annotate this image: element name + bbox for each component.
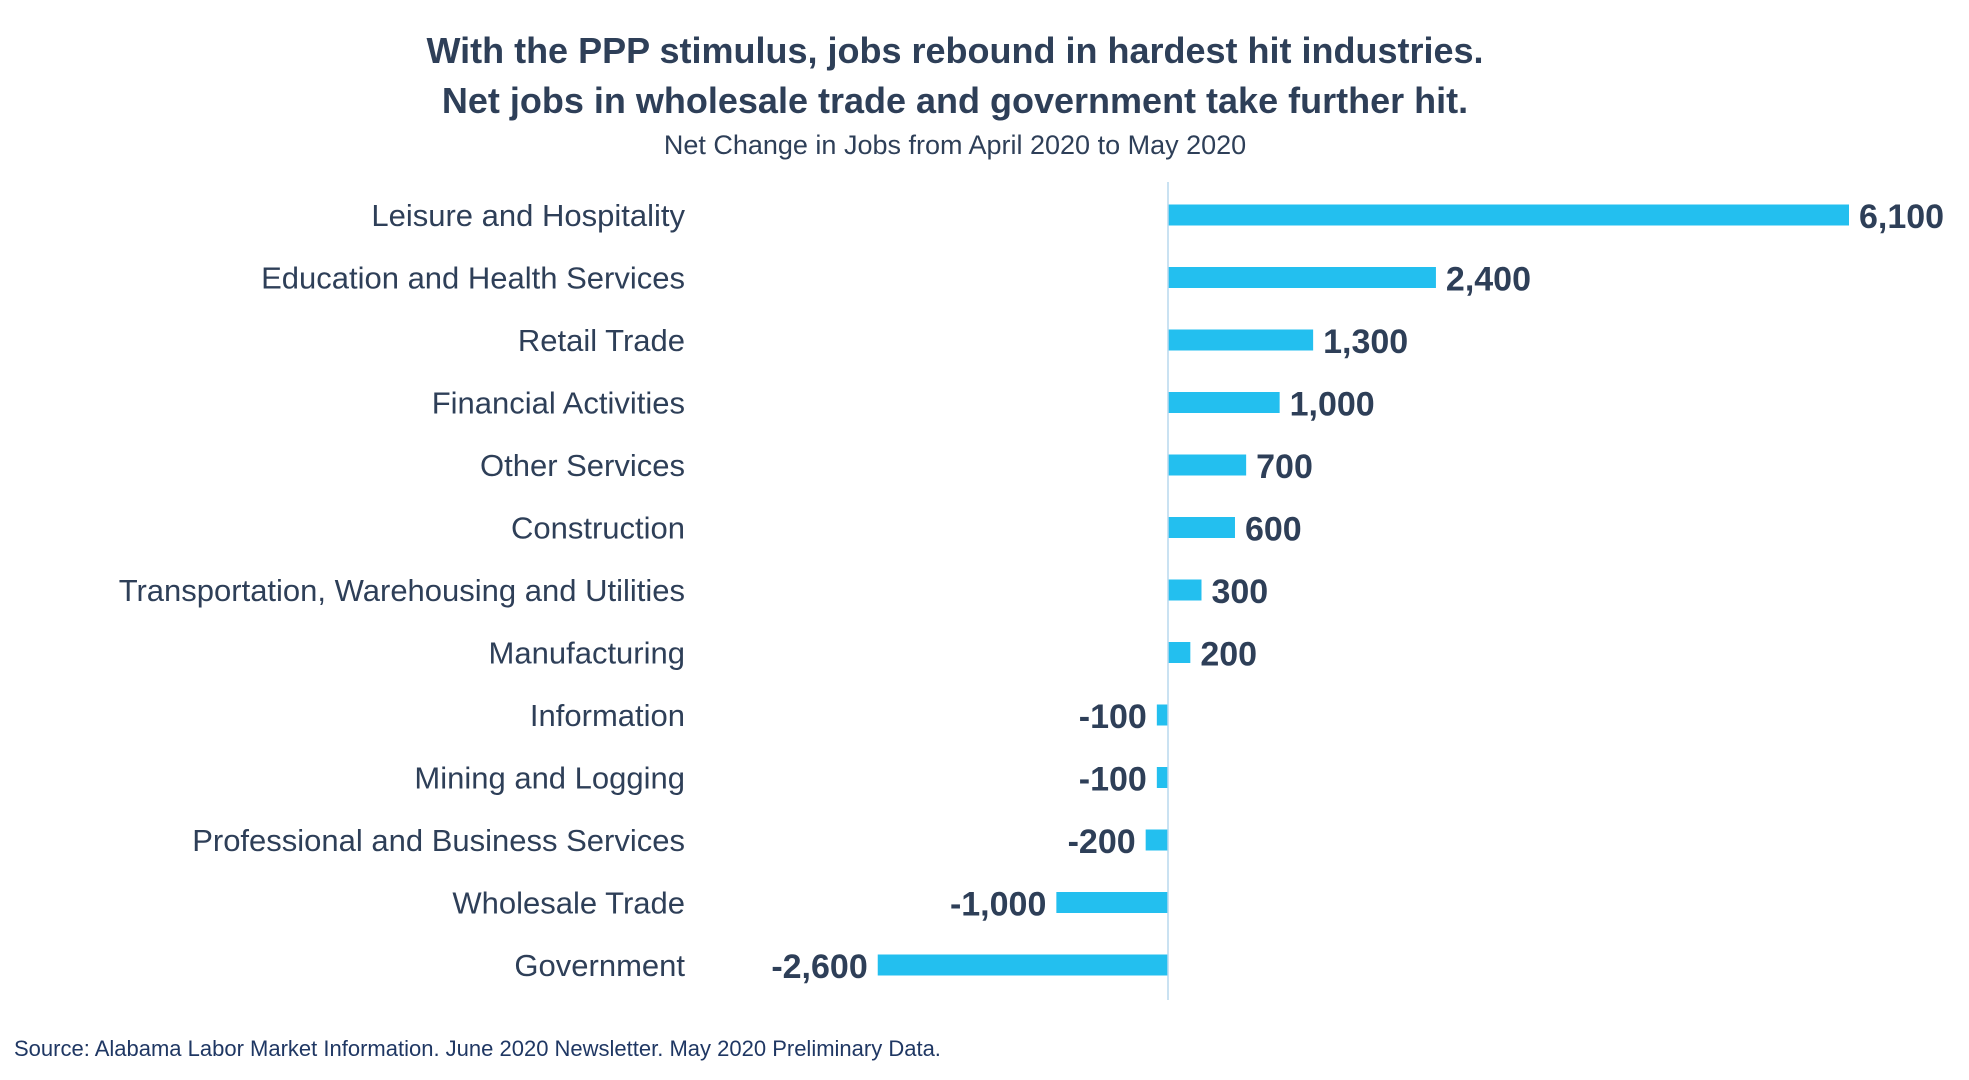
- value-label-retail-trade: 1,300: [1323, 323, 1408, 361]
- category-label-professional-and-business-services: Professional and Business Services: [192, 823, 685, 858]
- value-label-manufacturing: 200: [1200, 636, 1257, 674]
- chart-title-line-1: With the PPP stimulus, jobs rebound in h…: [426, 30, 1484, 71]
- bar-retail-trade: [1168, 329, 1314, 351]
- category-label-information: Information: [530, 698, 685, 733]
- bar-professional-and-business-services: [1145, 829, 1168, 851]
- category-label-retail-trade: Retail Trade: [518, 323, 685, 358]
- bar-transportation-warehousing-and-utilities: [1168, 579, 1202, 601]
- bar-construction: [1168, 517, 1235, 538]
- bar-financial-activities: [1168, 392, 1280, 413]
- value-label-other-services: 700: [1256, 448, 1313, 486]
- category-label-financial-activities: Financial Activities: [432, 386, 685, 421]
- value-label-transportation-warehousing-and-utilities: 300: [1211, 573, 1268, 611]
- chart-title-line-2: Net jobs in wholesale trade and governme…: [441, 80, 1469, 121]
- bars-layer: Leisure and Hospitality 6,100 Education an…: [119, 198, 1944, 986]
- category-label-transportation-warehousing-and-utilities: Transportation, Warehousing and Utilitie…: [119, 573, 685, 608]
- category-label-government: Government: [514, 948, 685, 983]
- bar-manufacturing: [1168, 642, 1191, 663]
- value-label-professional-and-business-services: -200: [1068, 823, 1136, 861]
- bar-education-and-health-services: [1168, 267, 1436, 288]
- category-label-education-and-health-services: Education and Health Services: [261, 261, 685, 296]
- value-label-construction: 600: [1245, 511, 1302, 549]
- bar-other-services: [1168, 454, 1247, 476]
- category-label-manufacturing: Manufacturing: [489, 636, 685, 671]
- source-note: Source: Alabama Labor Market Information…: [14, 1036, 941, 1061]
- bar-wholesale-trade: [1056, 892, 1168, 913]
- chart-subtitle: Net Change in Jobs from April 2020 to Ma…: [663, 130, 1247, 160]
- value-label-information: -100: [1079, 698, 1147, 736]
- value-label-leisure-and-hospitality: 6,100: [1859, 198, 1944, 236]
- category-label-construction: Construction: [511, 511, 685, 546]
- bar-mining-and-logging: [1156, 767, 1168, 788]
- bar-information: [1156, 704, 1168, 726]
- value-label-education-and-health-services: 2,400: [1446, 261, 1531, 299]
- value-label-mining-and-logging: -100: [1079, 761, 1147, 799]
- value-label-wholesale-trade: -1,000: [950, 886, 1046, 924]
- category-label-other-services: Other Services: [480, 448, 685, 483]
- category-label-wholesale-trade: Wholesale Trade: [452, 886, 685, 921]
- category-label-mining-and-logging: Mining and Logging: [414, 761, 685, 796]
- value-label-government: -2,600: [771, 948, 867, 986]
- bar-leisure-and-hospitality: [1168, 204, 1850, 226]
- bar-government: [877, 954, 1168, 976]
- value-label-financial-activities: 1,000: [1290, 386, 1375, 424]
- category-label-leisure-and-hospitality: Leisure and Hospitality: [371, 198, 685, 233]
